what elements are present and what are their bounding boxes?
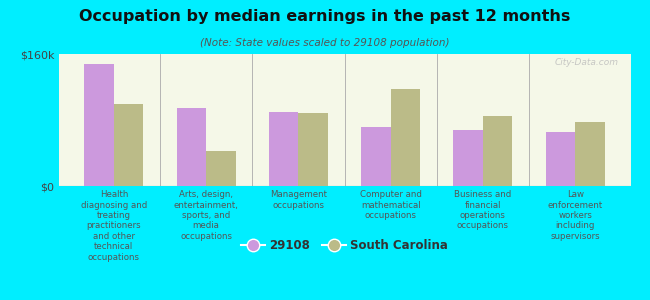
- Bar: [269, 112, 298, 186]
- Bar: [206, 151, 236, 186]
- Bar: [84, 64, 114, 186]
- Text: (Note: State values scaled to 29108 population): (Note: State values scaled to 29108 popu…: [200, 38, 450, 47]
- Bar: [391, 89, 420, 186]
- Bar: [298, 113, 328, 186]
- Bar: [361, 127, 391, 186]
- Text: City-Data.com: City-Data.com: [555, 58, 619, 67]
- Bar: [177, 108, 206, 186]
- Legend: 29108, South Carolina: 29108, South Carolina: [236, 234, 453, 257]
- Bar: [114, 103, 144, 186]
- Bar: [453, 130, 483, 186]
- Bar: [545, 132, 575, 186]
- Bar: [483, 116, 512, 186]
- Text: Occupation by median earnings in the past 12 months: Occupation by median earnings in the pas…: [79, 9, 571, 24]
- Bar: [575, 122, 604, 186]
